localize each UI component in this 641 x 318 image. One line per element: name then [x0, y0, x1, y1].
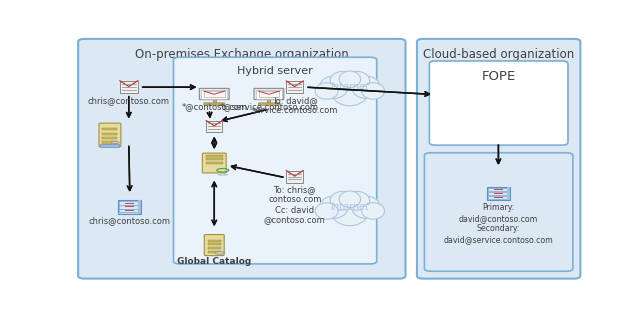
Bar	[494, 193, 503, 194]
FancyBboxPatch shape	[258, 103, 279, 105]
Text: On-premises Exchange organization: On-premises Exchange organization	[135, 48, 349, 61]
Bar	[125, 210, 135, 211]
FancyBboxPatch shape	[99, 123, 121, 147]
Bar	[103, 142, 117, 144]
Ellipse shape	[362, 203, 385, 219]
Bar	[103, 128, 117, 130]
Bar	[208, 247, 221, 249]
Ellipse shape	[352, 76, 380, 98]
Bar	[208, 244, 221, 245]
Bar	[125, 203, 135, 204]
Text: To: david@
service.contoso.com: To: david@ service.contoso.com	[251, 96, 338, 115]
Bar	[119, 209, 140, 212]
Bar	[206, 121, 222, 132]
Ellipse shape	[344, 191, 370, 210]
Bar	[120, 81, 138, 93]
Bar	[101, 144, 119, 147]
Bar	[258, 91, 279, 97]
Bar	[507, 187, 510, 200]
Ellipse shape	[224, 174, 228, 175]
Bar	[103, 133, 117, 135]
FancyBboxPatch shape	[174, 57, 377, 264]
Bar	[488, 188, 509, 191]
FancyBboxPatch shape	[424, 153, 573, 271]
Bar	[206, 158, 222, 160]
Ellipse shape	[330, 73, 370, 106]
Bar	[206, 162, 222, 164]
FancyBboxPatch shape	[119, 200, 141, 214]
Ellipse shape	[344, 71, 370, 90]
Ellipse shape	[319, 76, 348, 98]
Ellipse shape	[215, 252, 224, 254]
Bar	[287, 81, 303, 93]
FancyBboxPatch shape	[204, 235, 224, 256]
Text: Internet: Internet	[331, 82, 369, 92]
FancyBboxPatch shape	[429, 61, 568, 145]
Bar	[488, 192, 509, 195]
Ellipse shape	[339, 191, 361, 208]
Text: *@service.contoso.com: *@service.contoso.com	[219, 102, 319, 111]
Bar	[201, 90, 227, 99]
Bar	[204, 91, 224, 97]
Bar	[138, 200, 141, 214]
Bar	[103, 137, 117, 139]
Bar	[267, 99, 271, 103]
FancyBboxPatch shape	[203, 153, 226, 173]
Bar	[213, 99, 216, 103]
Text: Primary:
david@contoso.com
Secondary:
david@service.contoso.com: Primary: david@contoso.com Secondary: da…	[444, 204, 553, 244]
FancyBboxPatch shape	[78, 39, 406, 279]
Ellipse shape	[330, 71, 355, 90]
Ellipse shape	[339, 71, 361, 87]
FancyBboxPatch shape	[199, 88, 229, 100]
Text: Cloud-based organization: Cloud-based organization	[423, 48, 574, 61]
Ellipse shape	[218, 174, 222, 175]
Ellipse shape	[330, 193, 370, 226]
Bar	[208, 240, 221, 242]
Text: Hybrid server: Hybrid server	[237, 66, 313, 76]
Ellipse shape	[352, 196, 380, 218]
Bar	[488, 196, 509, 199]
Bar	[256, 90, 282, 99]
Bar	[125, 206, 135, 207]
Text: *@contoso.com: *@contoso.com	[181, 102, 247, 111]
Bar	[494, 197, 503, 198]
Text: Internet: Internet	[331, 202, 369, 211]
Ellipse shape	[330, 191, 355, 210]
Text: chris@contoso.com: chris@contoso.com	[88, 96, 170, 105]
Bar	[208, 251, 221, 252]
Bar	[119, 201, 140, 205]
Ellipse shape	[362, 83, 385, 99]
Text: To: chris@
contoso.com
Cc: david
@contoso.com: To: chris@ contoso.com Cc: david @contos…	[264, 185, 326, 225]
Ellipse shape	[315, 83, 338, 99]
Text: FOPE: FOPE	[481, 70, 516, 83]
Text: chris@contoso.com: chris@contoso.com	[89, 217, 171, 225]
FancyBboxPatch shape	[417, 39, 580, 279]
Bar	[206, 155, 222, 156]
FancyBboxPatch shape	[254, 88, 284, 100]
FancyBboxPatch shape	[204, 103, 225, 105]
Bar	[119, 205, 140, 209]
Ellipse shape	[112, 141, 119, 144]
Bar	[287, 171, 303, 183]
Text: Global Catalog: Global Catalog	[177, 257, 251, 266]
Ellipse shape	[315, 203, 338, 219]
Ellipse shape	[319, 196, 348, 218]
FancyBboxPatch shape	[487, 187, 510, 200]
Ellipse shape	[221, 174, 225, 175]
Bar	[494, 189, 503, 190]
